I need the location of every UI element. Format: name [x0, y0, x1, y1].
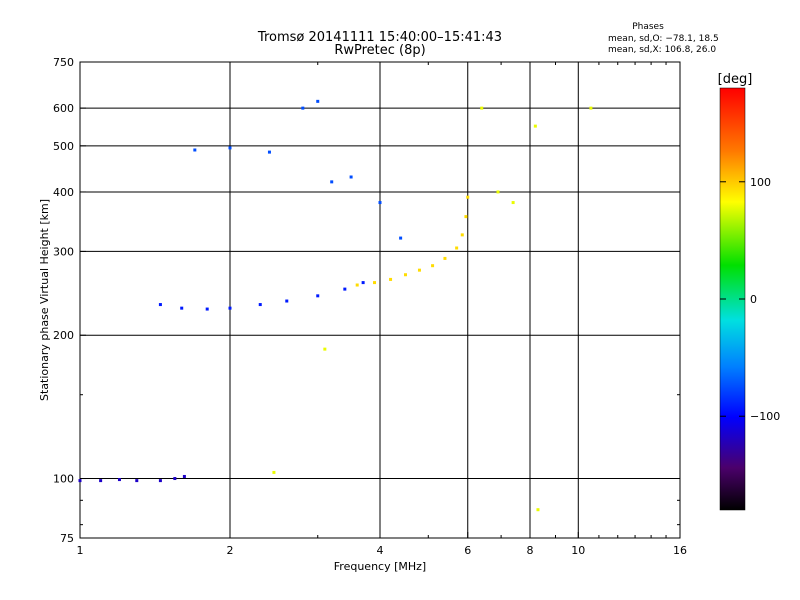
data-point [536, 508, 540, 512]
colorbar-ticks: 100 0 −100 [720, 176, 780, 423]
colorbar-tick-label: 0 [750, 293, 757, 306]
data-point [228, 306, 232, 310]
data-point [361, 281, 365, 285]
chart-subtitle: RwPretec (8p) [334, 43, 425, 58]
data-point [373, 281, 377, 285]
data-point [496, 190, 500, 194]
data-point [330, 180, 334, 184]
y-axis-ticks: 75 100 200 300 400 500 600 750 [53, 56, 680, 545]
data-point [460, 233, 464, 237]
data-point [180, 306, 184, 310]
colorbar-tick-label: 100 [750, 176, 771, 189]
data-points [78, 99, 593, 512]
y-tick-label: 600 [53, 102, 74, 115]
data-point [443, 256, 447, 260]
data-point [417, 268, 421, 272]
data-point [323, 347, 327, 351]
annotation-x-stats: mean, sd,X: 106.8, 26.0 [608, 45, 716, 55]
data-point [193, 148, 197, 152]
data-point [464, 215, 468, 219]
data-point [301, 106, 305, 110]
data-point [173, 477, 177, 481]
x-tick-label: 1 [77, 544, 84, 557]
data-point [355, 283, 359, 287]
grid-lines [80, 62, 680, 538]
data-point [378, 201, 382, 205]
data-point [267, 150, 271, 154]
colorbar-tick-label: −100 [750, 410, 780, 423]
data-point [403, 273, 407, 277]
x-tick-label: 6 [464, 544, 471, 557]
x-axis-ticks: 1 2 4 6 8 10 16 [77, 62, 687, 557]
data-point [389, 277, 393, 281]
data-point [285, 299, 289, 303]
x-axis-label: Frequency [MHz] [334, 560, 426, 573]
y-tick-label: 100 [53, 473, 74, 486]
x-tick-label: 10 [571, 544, 585, 557]
data-point [533, 124, 537, 128]
colorbar-label: [deg] [718, 72, 753, 87]
data-point [480, 106, 484, 110]
data-point [158, 479, 162, 483]
data-point [205, 307, 209, 311]
data-point [182, 474, 186, 478]
x-tick-label: 4 [377, 544, 384, 557]
y-tick-label: 300 [53, 245, 74, 258]
data-point [511, 201, 515, 205]
y-tick-label: 500 [53, 140, 74, 153]
data-point [117, 478, 121, 482]
data-point [343, 287, 347, 291]
data-point [431, 264, 435, 268]
annotation-o-stats: mean, sd,O: −78.1, 18.5 [608, 34, 719, 44]
data-point [349, 175, 353, 179]
y-tick-label: 750 [53, 56, 74, 69]
data-point [258, 303, 262, 307]
x-tick-label: 16 [673, 544, 687, 557]
data-point [316, 99, 320, 103]
data-point [272, 470, 276, 474]
data-point [316, 294, 320, 298]
y-tick-label: 400 [53, 186, 74, 199]
data-point [135, 479, 139, 483]
data-point [455, 246, 459, 250]
data-point [399, 236, 403, 240]
x-tick-label: 8 [527, 544, 534, 557]
data-point [228, 146, 232, 150]
y-tick-label: 200 [53, 329, 74, 342]
y-tick-label: 75 [60, 532, 74, 545]
data-point [158, 303, 162, 307]
x-tick-label: 2 [227, 544, 234, 557]
y-axis-label: Stationary phase Virtual Height [km] [38, 199, 51, 401]
annotation-title: Phases [632, 22, 664, 32]
data-point [589, 106, 593, 110]
data-point [99, 479, 103, 483]
data-point [466, 195, 470, 199]
data-point [78, 479, 82, 483]
chart-title: Tromsø 20141111 15:40:00–15:41:43 [257, 30, 502, 45]
